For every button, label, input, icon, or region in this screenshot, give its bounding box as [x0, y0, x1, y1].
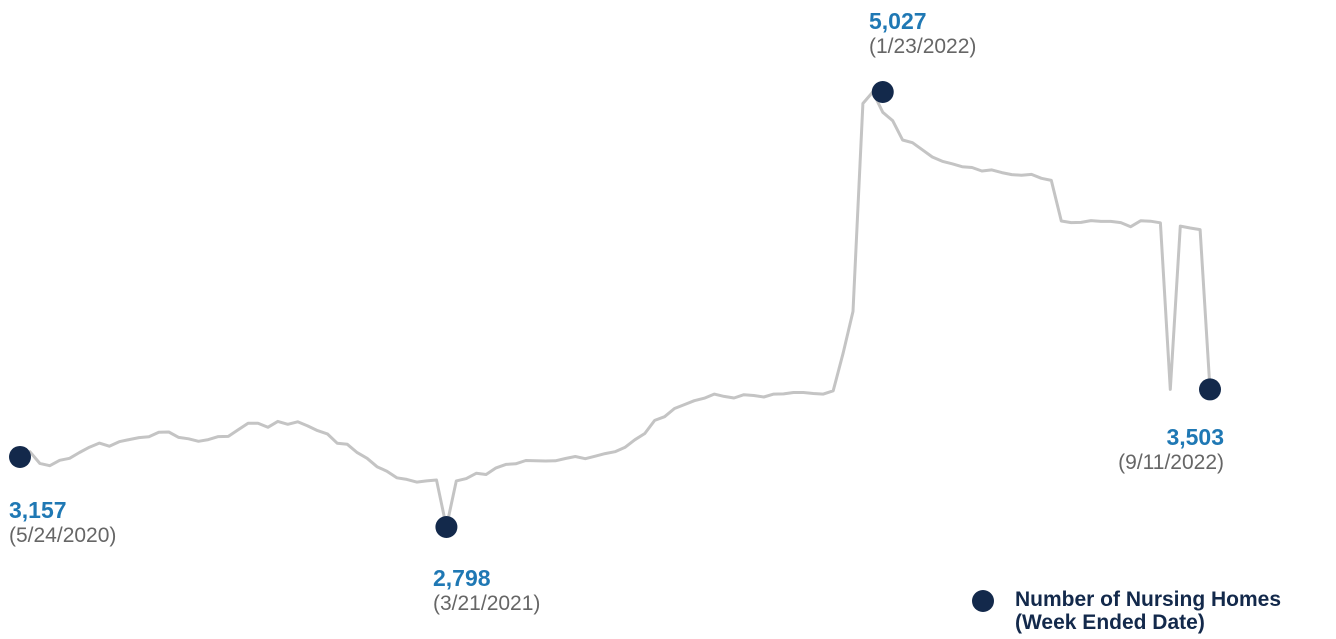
legend-label: Number of Nursing Homes (Week Ended Date… [1015, 588, 1281, 634]
annotation-date: (3/21/2021) [433, 592, 541, 615]
data-point-marker-0 [9, 445, 31, 468]
data-point-marker-2 [871, 81, 894, 103]
annotation-value: 5,027 [869, 8, 927, 34]
filled-circle-icon [972, 590, 994, 612]
marker-group [9, 81, 1221, 538]
annotation-minimum: 2,798 (3/21/2021) [433, 565, 540, 617]
annotation-date: (5/24/2020) [9, 524, 117, 547]
annotation-start: 3,157 (5/24/2020) [9, 497, 116, 549]
annotation-value: 3,503 [1166, 424, 1224, 450]
annotation-value: 2,798 [433, 565, 491, 591]
series-line [18, 90, 1212, 529]
legend-line-2: (Week Ended Date) [1015, 611, 1205, 634]
annotation-peak: 5,027 (1/23/2022) [869, 8, 976, 60]
annotation-date: (1/23/2022) [869, 35, 977, 58]
annotation-end: 3,503 (9/11/2022) [1118, 424, 1224, 476]
legend-line-1: Number of Nursing Homes [1015, 588, 1282, 611]
data-point-marker-3 [1199, 378, 1221, 401]
annotation-value: 3,157 [9, 497, 67, 523]
legend: Number of Nursing Homes (Week Ended Date… [972, 588, 1281, 634]
annotation-date: (9/11/2022) [1118, 451, 1224, 474]
data-point-marker-1 [435, 516, 458, 538]
